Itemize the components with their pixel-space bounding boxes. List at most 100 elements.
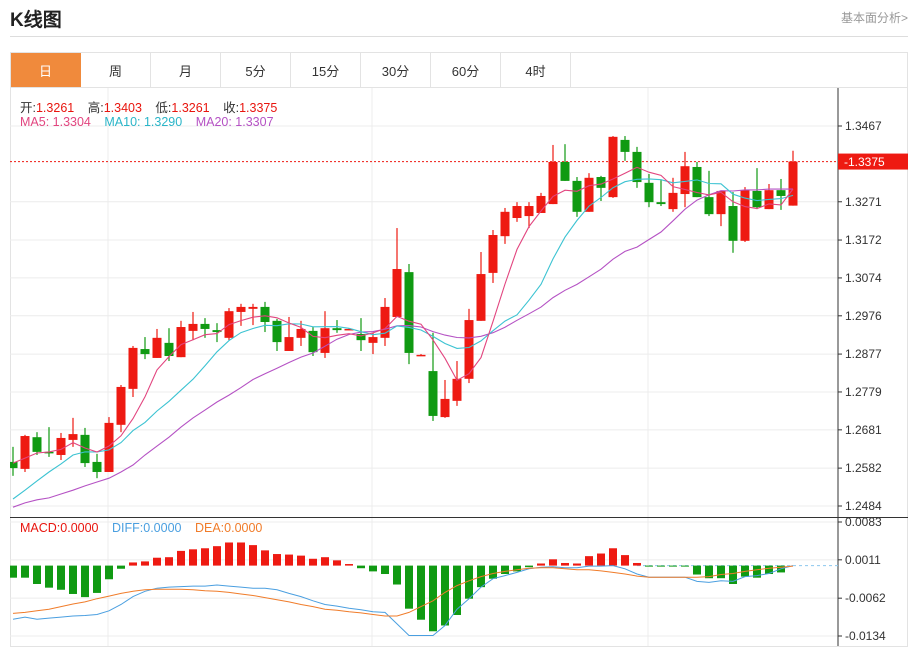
macd-bar [501, 565, 509, 575]
price-tick-label: 1.3074 [845, 271, 882, 285]
macd-bar [10, 565, 17, 578]
candle-body [164, 342, 174, 357]
macd-bar [489, 565, 497, 579]
candle [428, 332, 438, 421]
price-tick-label: 1.2484 [845, 499, 882, 513]
period-tabs: 日 周 月 5分 15分 30分 60分 4时 [10, 52, 908, 88]
macd-bar [645, 565, 653, 567]
tab-day[interactable]: 日 [11, 53, 81, 87]
candle [356, 318, 366, 351]
macd-bar [513, 565, 521, 572]
candle [416, 354, 426, 357]
candle [668, 177, 678, 212]
macd-bar [609, 548, 617, 566]
candle-body [500, 211, 510, 237]
candle-body [536, 195, 546, 213]
candle [440, 379, 450, 418]
candle-body [404, 272, 414, 353]
candle [680, 151, 690, 208]
candle-body [212, 330, 222, 333]
candle-body [560, 161, 570, 181]
candle-body [392, 269, 402, 317]
tab-week[interactable]: 周 [81, 53, 151, 87]
candle [104, 417, 114, 472]
candle [20, 434, 30, 472]
candle [164, 328, 174, 362]
candle-body [128, 347, 138, 389]
candle-body [380, 306, 390, 338]
candle-body [356, 333, 366, 341]
price-tick-label: 1.3271 [845, 195, 882, 209]
macd-bar [405, 565, 413, 609]
candle [788, 150, 798, 206]
last-price-label: -1.3375 [844, 155, 885, 169]
open-label: 开: [20, 101, 36, 115]
candle-body [548, 161, 558, 205]
candle-body [452, 378, 462, 401]
candle [128, 345, 138, 397]
candle-body [104, 422, 114, 472]
macd-value: MACD:0.0000 [20, 521, 99, 535]
macd-bar [765, 565, 773, 575]
candle [152, 328, 162, 358]
candle-body [32, 437, 42, 452]
macd-bar [129, 562, 137, 566]
macd-bar [285, 554, 293, 566]
candle-body [788, 161, 798, 206]
candle [368, 332, 378, 355]
tab-60min[interactable]: 60分 [431, 53, 501, 87]
macd-tick-label: -0.0134 [845, 629, 886, 643]
candle-body [260, 306, 270, 322]
price-tick-label: 1.2877 [845, 347, 882, 361]
diff-value: DIFF:0.0000 [112, 521, 182, 535]
candle-body [92, 461, 102, 472]
candle-body [296, 328, 306, 338]
tab-15min[interactable]: 15分 [291, 53, 361, 87]
candle [10, 446, 18, 476]
fundamental-analysis-link[interactable]: 基本面分析> [840, 11, 908, 25]
macd-bar [357, 565, 365, 569]
macd-bar [225, 542, 233, 566]
macd-bar [465, 565, 473, 599]
candle-body [416, 354, 426, 357]
tab-month[interactable]: 月 [151, 53, 221, 87]
candle [308, 327, 318, 357]
macd-bar [141, 561, 149, 566]
diff-line [12, 565, 794, 636]
ohlc-info: 开:1.3261 高:1.3403 低:1.3261 收:1.3375 [20, 97, 277, 116]
candle [176, 320, 186, 358]
candle-body [512, 206, 522, 219]
tab-5min[interactable]: 5分 [221, 53, 291, 87]
macd-bar [261, 550, 269, 566]
tab-4hour[interactable]: 4时 [501, 53, 571, 87]
tab-30min[interactable]: 30分 [361, 53, 431, 87]
macd-bar [441, 565, 449, 626]
candle [476, 252, 486, 321]
macd-bar [417, 565, 425, 620]
main-panel [10, 136, 838, 508]
candle-body [656, 202, 666, 205]
price-tick-label: 1.2779 [845, 385, 882, 399]
candle [56, 432, 66, 460]
macd-bar [453, 565, 461, 615]
dea-line [12, 565, 794, 617]
candle [644, 173, 654, 208]
candle-body [332, 328, 342, 331]
candle [716, 190, 726, 227]
price-tick-label: 1.2976 [845, 309, 882, 323]
candle-body [476, 274, 486, 321]
ma5-line [12, 166, 794, 464]
macd-bar [693, 565, 701, 575]
page-title: K线图 [10, 10, 62, 31]
candle-body [56, 437, 66, 455]
ma-info: MA5: 1.3304 MA10: 1.3290 MA20: 1.3307 [20, 115, 274, 129]
macd-info: MACD:0.0000 DIFF:0.0000 DEA:0.0000 [20, 521, 262, 535]
candle [572, 177, 582, 217]
macd-bar [57, 565, 65, 590]
candle-body [752, 190, 762, 208]
price-tick-label: 1.3172 [845, 233, 882, 247]
candle-body [572, 180, 582, 212]
candle-body [236, 306, 246, 312]
candle [512, 202, 522, 222]
